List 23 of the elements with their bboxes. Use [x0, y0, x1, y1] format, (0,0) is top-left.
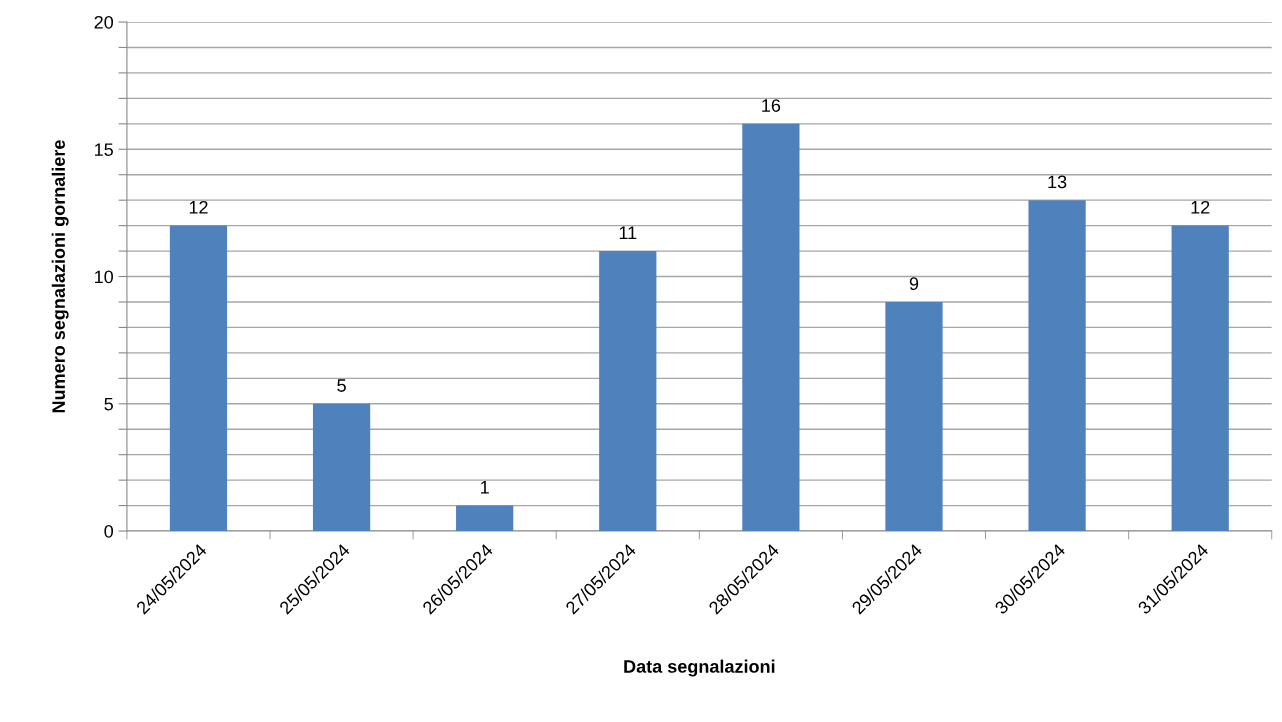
- y-tick-label: 10: [95, 270, 114, 284]
- data-label: 12: [1191, 200, 1210, 214]
- y-tick-label: 15: [95, 143, 113, 156]
- data-label: 5: [337, 379, 346, 392]
- data-label: 16: [762, 99, 781, 112]
- bar: [312, 403, 371, 532]
- y-tick-label: 5: [104, 397, 113, 411]
- bar: [1028, 200, 1086, 532]
- y-tick-label: 20: [94, 15, 114, 29]
- y-axis-title: Numero segnalazioni gornaliere: [51, 140, 69, 413]
- data-label: 12: [189, 200, 208, 214]
- data-label: 9: [909, 277, 919, 291]
- bar: [885, 301, 943, 532]
- data-label: 13: [1048, 175, 1067, 189]
- data-label: 11: [619, 226, 637, 239]
- y-tick-label: 0: [104, 524, 114, 538]
- data-label: 1: [481, 481, 489, 494]
- bar: [1171, 225, 1229, 532]
- bar: [169, 225, 228, 532]
- x-axis-title: Data segnalazioni: [624, 659, 775, 677]
- bar: [742, 123, 800, 532]
- bar: [456, 505, 514, 532]
- bar: [599, 251, 657, 532]
